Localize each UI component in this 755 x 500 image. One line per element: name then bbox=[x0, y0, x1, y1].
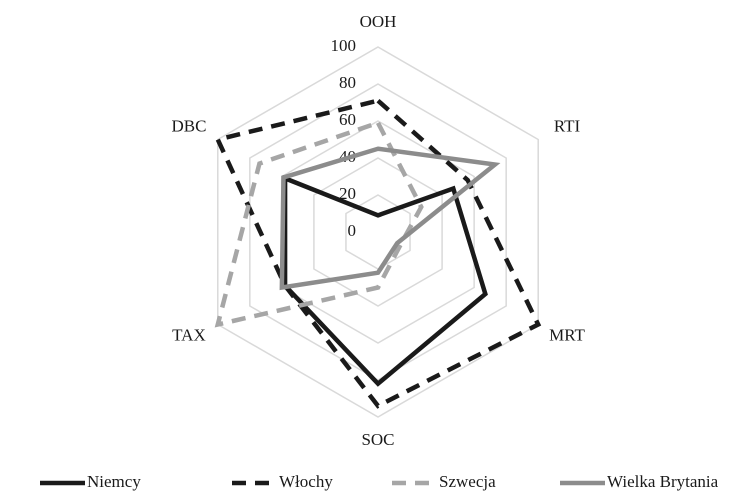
grid-ring bbox=[217, 46, 539, 418]
legend-label: Niemcy bbox=[87, 472, 141, 491]
legend-label: Szwecja bbox=[439, 472, 496, 491]
axis-label: SOC bbox=[361, 430, 394, 449]
series-line bbox=[214, 120, 424, 328]
axis-label: TAX bbox=[172, 325, 206, 344]
y-tick-label: 60 bbox=[339, 110, 356, 129]
y-tick-label: 20 bbox=[339, 184, 356, 203]
y-tick-label: 80 bbox=[339, 73, 356, 92]
y-tick-label: 100 bbox=[331, 36, 357, 55]
legend-label: Włochy bbox=[279, 472, 333, 491]
grid-ring bbox=[313, 157, 443, 307]
y-tick-label: 0 bbox=[348, 221, 357, 240]
axis-label: OOH bbox=[360, 12, 397, 31]
axis-label: RTI bbox=[554, 116, 581, 135]
legend-label: Wielka Brytania bbox=[607, 472, 719, 491]
series-line bbox=[279, 146, 501, 291]
series-line bbox=[214, 98, 542, 409]
axis-label: DBC bbox=[171, 116, 206, 135]
grid-ring bbox=[249, 83, 507, 381]
axis-label: MRT bbox=[549, 325, 585, 344]
